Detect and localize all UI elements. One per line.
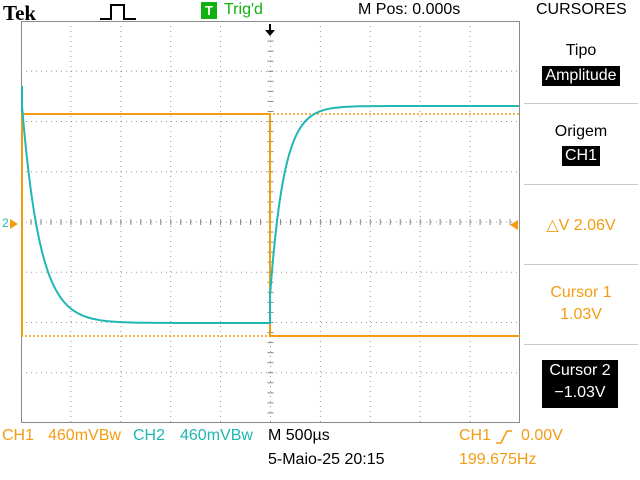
delta-v-readout: △V 2.06V <box>546 217 616 234</box>
menu-divider <box>524 264 638 265</box>
trigger-level: 0.00V <box>521 427 563 444</box>
tipo-label: Tipo <box>565 42 597 59</box>
cursor-1-button[interactable]: Cursor 1 <box>550 284 612 301</box>
trigger-source: CH1 <box>459 427 492 444</box>
cursor-1-value: 1.03V <box>560 306 602 323</box>
rising-edge-icon <box>496 430 512 444</box>
ch1-ground-marker <box>510 220 518 230</box>
horizontal-position: M Pos: 0.000s <box>358 1 461 18</box>
origem-label: Origem <box>554 123 608 140</box>
trigger-position-marker <box>265 24 275 36</box>
datetime: 5-Maio-25 20:15 <box>268 451 385 468</box>
ch1-scale: 460mVBw <box>48 427 121 444</box>
trigger-badge: T <box>201 2 217 19</box>
graticule <box>21 21 520 423</box>
ch2-marker-arrow <box>10 219 18 229</box>
ch1-trace <box>21 113 520 337</box>
ch2-trace <box>21 86 519 324</box>
menu-divider <box>524 103 638 104</box>
origem-button[interactable]: CH1 <box>522 146 640 166</box>
ch2-scale: 460mVBw <box>180 427 253 444</box>
tipo-value: Amplitude <box>542 66 620 86</box>
waveform-display <box>21 21 520 423</box>
menu-divider <box>524 344 638 345</box>
menu-title: CURSORES <box>536 1 627 18</box>
ch2-marker: 2 <box>2 216 9 230</box>
cursor-2-button[interactable]: Cursor 2 −1.03V <box>542 360 618 408</box>
trigger-status: Trig'd <box>224 1 263 18</box>
cursor-2-label: Cursor 2 <box>549 362 611 379</box>
ch2-label: CH2 <box>133 427 166 444</box>
ch1-label: CH1 <box>2 427 35 444</box>
origem-value: CH1 <box>561 146 600 166</box>
cursor-2-value: −1.03V <box>554 384 606 401</box>
frequency-readout: 199.675Hz <box>459 451 537 468</box>
pulse-square-icon <box>100 4 136 20</box>
tipo-button[interactable]: Amplitude <box>522 66 640 86</box>
timebase: M 500µs <box>268 427 330 444</box>
menu-divider <box>524 184 638 185</box>
